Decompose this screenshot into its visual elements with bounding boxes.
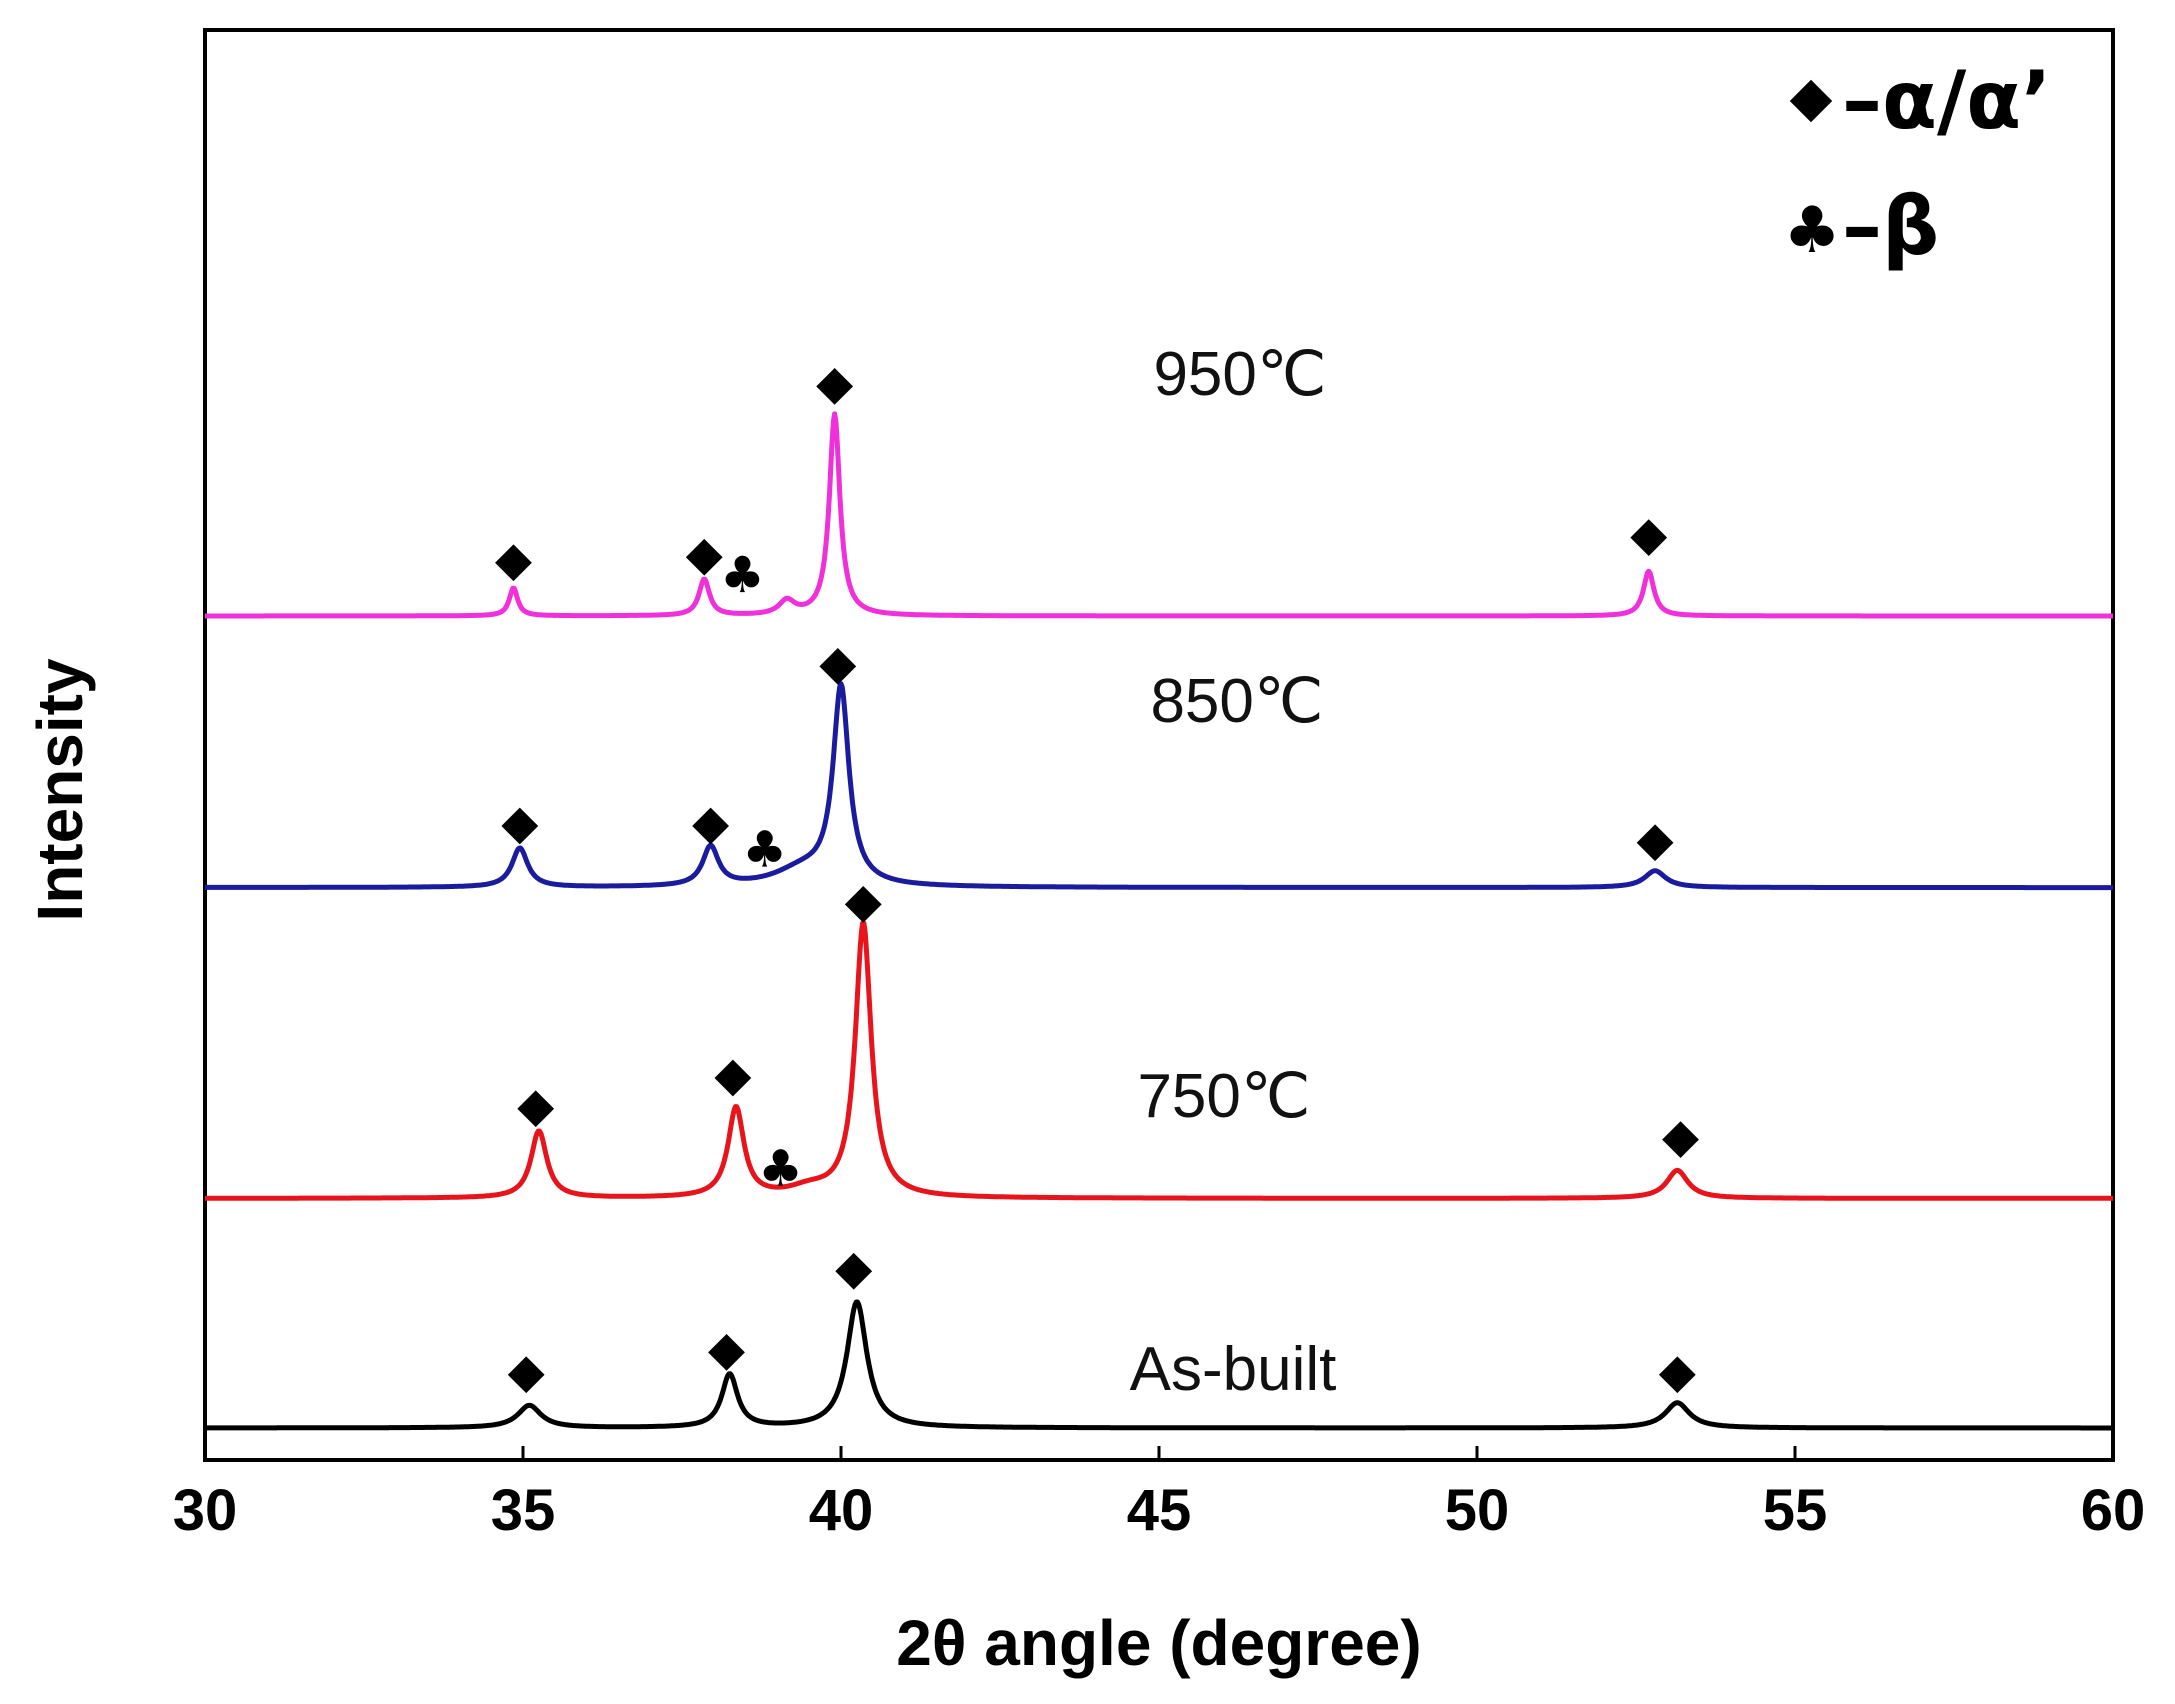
alpha-peak-marker [835, 1252, 873, 1290]
series-label-850: 850℃ [1150, 667, 1323, 736]
alpha-peak-marker [714, 1059, 752, 1097]
legend-label-alpha: –α/α’ [1842, 54, 2052, 147]
x-tick-label-55: 55 [1763, 1478, 1828, 1543]
alpha-peak-marker [517, 1090, 555, 1128]
series-label-as-built: As-built [1130, 1335, 1337, 1404]
beta-peak-marker: ♣ [720, 546, 765, 604]
series-lines [203, 411, 2115, 1431]
legend: –α/α’ ♣ –β [1783, 54, 2051, 273]
series-line-950 [203, 411, 2115, 619]
series-label-950: 950℃ [1153, 340, 1326, 409]
series-label-750: 750℃ [1137, 1062, 1310, 1131]
legend-label-beta: –β [1842, 180, 1939, 273]
beta-peak-marker: ♣ [758, 1140, 803, 1198]
series-line-as-built [203, 1299, 2115, 1431]
beta-peak-marker: ♣ [742, 820, 787, 878]
alpha-peak-marker [1630, 519, 1668, 556]
alpha-peak-marker [708, 1334, 745, 1371]
alpha-peak-marker [1662, 1121, 1699, 1158]
x-tick-label-60: 60 [2081, 1478, 2146, 1543]
alpha-peak-marker [501, 807, 539, 845]
alpha-peak-marker [1658, 1356, 1696, 1394]
peak-markers: ♣ ♣ ♣ [495, 368, 1699, 1394]
series-line-850 [203, 681, 2115, 891]
x-tick-label-45: 45 [1127, 1478, 1192, 1543]
series-line-750 [203, 920, 2115, 1201]
alpha-peak-marker [685, 538, 723, 576]
x-axis: 30 35 40 45 50 55 60 [173, 1446, 2146, 1543]
x-tick-label-40: 40 [809, 1478, 874, 1543]
alpha-peak-marker [844, 886, 882, 923]
x-axis-title: 2θ angle (degree) [896, 1607, 1421, 1679]
legend-club-icon: ♣ [1783, 194, 1840, 268]
alpha-peak-marker [507, 1356, 545, 1394]
alpha-peak-marker [819, 648, 857, 685]
x-tick-label-50: 50 [1445, 1478, 1510, 1543]
x-tick-label-35: 35 [491, 1478, 556, 1543]
y-axis-title: Intensity [24, 658, 96, 922]
x-tick-label-30: 30 [173, 1478, 238, 1543]
legend-diamond-icon [1789, 79, 1833, 123]
alpha-peak-marker [692, 807, 730, 845]
alpha-peak-marker [816, 368, 854, 405]
alpha-peak-marker [495, 544, 532, 582]
alpha-peak-marker [1636, 824, 1674, 862]
